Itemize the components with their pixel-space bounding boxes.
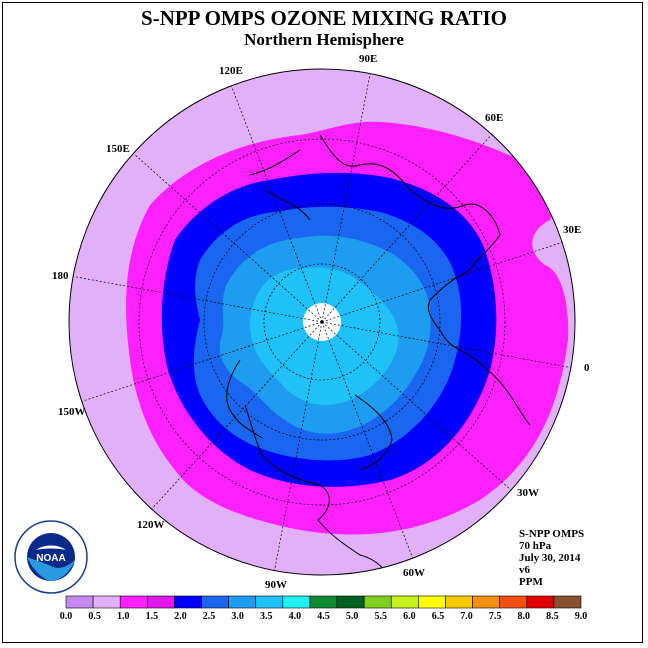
info-version: v6 xyxy=(519,564,530,576)
lon-label-90e: 90E xyxy=(359,53,377,65)
colorbar-tick-label: 3.0 xyxy=(231,611,244,622)
graticule xyxy=(70,69,574,574)
colorbar-swatch xyxy=(92,595,121,609)
lon-label-150e: 150E xyxy=(106,143,130,155)
info-units: PPM xyxy=(519,576,543,588)
lon-label-30w: 30W xyxy=(517,487,539,499)
colorbar-swatch xyxy=(309,595,338,609)
lon-label-60w: 60W xyxy=(403,567,425,579)
colorbar-tick-label: 9.0 xyxy=(575,611,588,622)
colorbar-tick-label: 0.0 xyxy=(60,611,73,622)
colorbar-tick-label: 4.0 xyxy=(289,611,302,622)
info-instrument: S-NPP OMPS xyxy=(519,528,585,540)
colorbar-tick-label: 2.0 xyxy=(174,611,187,622)
colorbar-tick-label: 3.5 xyxy=(260,611,273,622)
info-level: 70 hPa xyxy=(519,540,552,552)
colorbar-tick-label: 5.5 xyxy=(374,611,387,622)
colorbar-swatch xyxy=(336,595,365,609)
figure-frame xyxy=(2,2,643,643)
lon-label-90w: 90W xyxy=(265,579,287,591)
colorbar-swatch xyxy=(174,595,202,609)
colorbar-swatch xyxy=(201,595,229,609)
colorbar-swatch xyxy=(119,595,148,609)
colorbar-tick-label: 5.0 xyxy=(346,611,359,622)
colorbar-tick-label: 0.5 xyxy=(88,611,101,622)
map-boundary xyxy=(68,68,576,576)
colorbar-tick-label: 1.0 xyxy=(117,611,130,622)
colorbar-tick-label: 6.5 xyxy=(432,611,445,622)
colorbar-swatch xyxy=(282,595,311,609)
colorbar-tick-label: 7.0 xyxy=(460,611,473,622)
colorbar-tick-label: 6.0 xyxy=(403,611,416,622)
colorbar-swatch xyxy=(553,595,582,609)
colorbar-swatch xyxy=(418,595,446,609)
longitude-labels: 90E 60E 30E 0 30W 60W 90W 120W 150W 180 … xyxy=(52,53,590,591)
coastlines xyxy=(226,134,531,575)
colorbar-swatch xyxy=(472,595,500,609)
map-subtitle: Northern Hemisphere xyxy=(244,30,404,49)
colorbar-swatch xyxy=(147,595,175,609)
lon-label-120w: 120W xyxy=(137,519,165,531)
map-title: S-NPP OMPS OZONE MIXING RATIO xyxy=(141,6,507,30)
colorbar-tick-label: 8.0 xyxy=(518,611,531,622)
colorbar-swatch xyxy=(363,595,392,609)
lon-label-150w: 150W xyxy=(58,406,86,418)
lon-label-30e: 30E xyxy=(563,224,581,236)
logo-text: NOAA xyxy=(36,553,65,564)
lon-label-120e: 120E xyxy=(219,65,243,77)
colorbar-swatch xyxy=(445,595,473,609)
lon-label-180: 180 xyxy=(52,270,69,282)
noaa-logo: NOAA xyxy=(14,520,88,599)
colorbar-swatch xyxy=(499,595,528,609)
colorbar-tick-label: 2.5 xyxy=(203,611,216,622)
colorbar-tick-label: 7.5 xyxy=(489,611,502,622)
ozone-field xyxy=(69,69,575,575)
lon-label-60e: 60E xyxy=(485,112,503,124)
colorbar-swatch xyxy=(390,595,419,609)
logo-bird xyxy=(36,545,66,550)
colorbar-swatch xyxy=(228,595,257,609)
colorbar-tick-label: 8.5 xyxy=(546,611,559,622)
logo-wave xyxy=(27,557,75,581)
colorbar-swatch xyxy=(255,595,284,609)
info-date: July 30, 2014 xyxy=(519,552,581,564)
colorbar-swatch xyxy=(526,595,555,609)
lon-label-0: 0 xyxy=(584,362,590,374)
colorbar: 0.0 0.5 1.0 1.5 2.0 2.5 3.0 3.5 4.0 4.5 5.0 5.5 6.0 6… xyxy=(60,595,588,622)
colorbar-tick-label: 4.5 xyxy=(317,611,330,622)
colorbar-tick-label: 1.5 xyxy=(146,611,159,622)
